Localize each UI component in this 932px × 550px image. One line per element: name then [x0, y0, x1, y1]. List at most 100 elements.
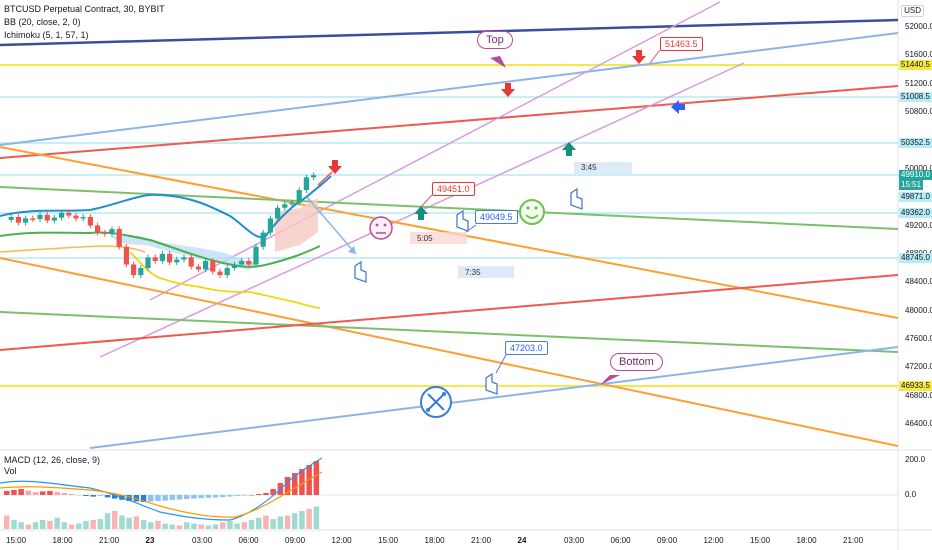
volume-bar	[4, 515, 10, 529]
time-axis-tick: 15:00	[750, 536, 771, 545]
indicator-legend-bb[interactable]: BB (20, close, 2, 0)	[4, 17, 81, 27]
candle-down	[87, 216, 93, 226]
volume-bar	[40, 520, 46, 529]
price-level-label: 50352.5	[899, 138, 932, 148]
candle-up	[239, 260, 245, 265]
macd-bar	[97, 495, 104, 496]
candle-up	[267, 218, 273, 233]
macd-bar	[112, 495, 118, 499]
time-axis-tick: 03:00	[192, 536, 213, 545]
volume-bar	[313, 506, 320, 529]
time-axis-tick: 12:00	[331, 536, 352, 545]
ichimoku-cloud-left	[110, 236, 260, 270]
macd-axis-label: 200.0	[905, 455, 926, 464]
price-axis-tick: 47200.0	[905, 362, 932, 372]
price-axis-tick: 48000.0	[905, 305, 932, 315]
volume-bar	[169, 524, 176, 529]
macd-bar	[212, 495, 219, 498]
price-axis-tick: 51600.0	[905, 50, 932, 60]
candle-up	[253, 246, 259, 265]
tag-pointer	[495, 354, 507, 374]
time-range-box-505	[410, 232, 467, 244]
volume-bar	[148, 522, 154, 529]
time-range-label-345: 3:45	[581, 163, 597, 172]
macd-bar	[54, 492, 60, 495]
volume-bar	[292, 513, 298, 529]
top-callout: Top	[477, 31, 513, 49]
volume-bar	[90, 520, 96, 529]
volume-bar	[126, 517, 132, 529]
candle-up	[138, 268, 144, 276]
volume-bar	[270, 519, 276, 529]
candle-down	[123, 246, 129, 265]
price-level-label: 51440.5	[899, 60, 932, 70]
time-axis-tick: 03:00	[564, 536, 585, 545]
price-axis-tick: 50000.0	[905, 163, 932, 173]
volume-bar	[277, 516, 284, 529]
time-axis-tick: 15:00	[6, 536, 27, 545]
time-range-label-735: 7:35	[465, 268, 481, 277]
volume-legend[interactable]: Vol	[4, 466, 17, 476]
candle-up	[51, 217, 57, 221]
macd-bar	[83, 495, 89, 496]
time-axis-tick: 12:00	[703, 536, 724, 545]
red-trend-line-lower	[0, 274, 899, 351]
candle-down	[131, 264, 137, 276]
violet-channel-upper	[149, 1, 721, 301]
candle-down	[167, 253, 173, 263]
candle-up	[203, 260, 209, 270]
macd-bar	[205, 495, 212, 498]
macd-bar	[241, 495, 248, 496]
candle-up	[303, 177, 309, 191]
candle-up	[311, 175, 317, 178]
candle-down	[30, 218, 36, 220]
bottom-callout: Bottom	[610, 353, 663, 371]
macd-bar	[169, 495, 176, 500]
volume-bar	[140, 520, 147, 529]
projection-arrow-head	[348, 246, 356, 254]
indicator-legend-ichimoku[interactable]: Ichimoku (5, 1, 57, 1)	[4, 30, 89, 40]
trend-lines	[0, 1, 899, 449]
macd-bar	[313, 461, 320, 495]
volume-bar	[162, 523, 168, 529]
price-axis-tick: 46800.0	[905, 390, 932, 400]
macd-legend[interactable]: MACD (12, 26, close, 9)	[4, 455, 101, 465]
candle-up	[296, 190, 302, 203]
price-axis-tick: 50800.0	[905, 107, 932, 117]
down-arrow-red-icon	[328, 160, 342, 174]
volume-bar	[32, 522, 39, 529]
ichimoku-green-line	[0, 231, 321, 268]
macd-bar	[40, 491, 46, 495]
volume-bar	[299, 511, 305, 529]
crossed-swords-icon	[420, 386, 452, 418]
candle-up	[145, 257, 151, 269]
price-axis-tick: 47600.0	[905, 333, 932, 343]
volume-bar	[25, 524, 32, 529]
macd-bar	[68, 494, 75, 495]
macd-bar	[104, 495, 111, 498]
price-level-label: 48745.0	[899, 253, 932, 263]
navy-trend-line	[0, 18, 899, 47]
macd-bar	[155, 495, 161, 501]
currency-badge[interactable]: USD	[901, 5, 924, 17]
candle-down	[195, 266, 201, 270]
volume-bar	[205, 525, 212, 529]
candle-up	[59, 212, 65, 218]
volume-bar	[263, 515, 269, 529]
macd-bar	[162, 495, 168, 501]
candlestick-series	[8, 172, 317, 278]
blue-trend-line-upper	[0, 32, 899, 146]
up-arrow-green-icon	[414, 206, 428, 220]
candle-up	[8, 216, 14, 220]
price-axis-tick: 51200.0	[905, 78, 932, 88]
candle-up	[181, 257, 187, 260]
volume-bar	[97, 519, 104, 529]
bollinger-upper-band	[0, 175, 332, 239]
time-axis-tick: 06:00	[610, 536, 631, 545]
time-axis-tick: 23	[145, 536, 155, 545]
pointing-hand-icon	[354, 187, 583, 395]
volume-bar	[256, 517, 262, 529]
volume-bar	[104, 513, 111, 529]
volume-bar	[61, 522, 68, 529]
